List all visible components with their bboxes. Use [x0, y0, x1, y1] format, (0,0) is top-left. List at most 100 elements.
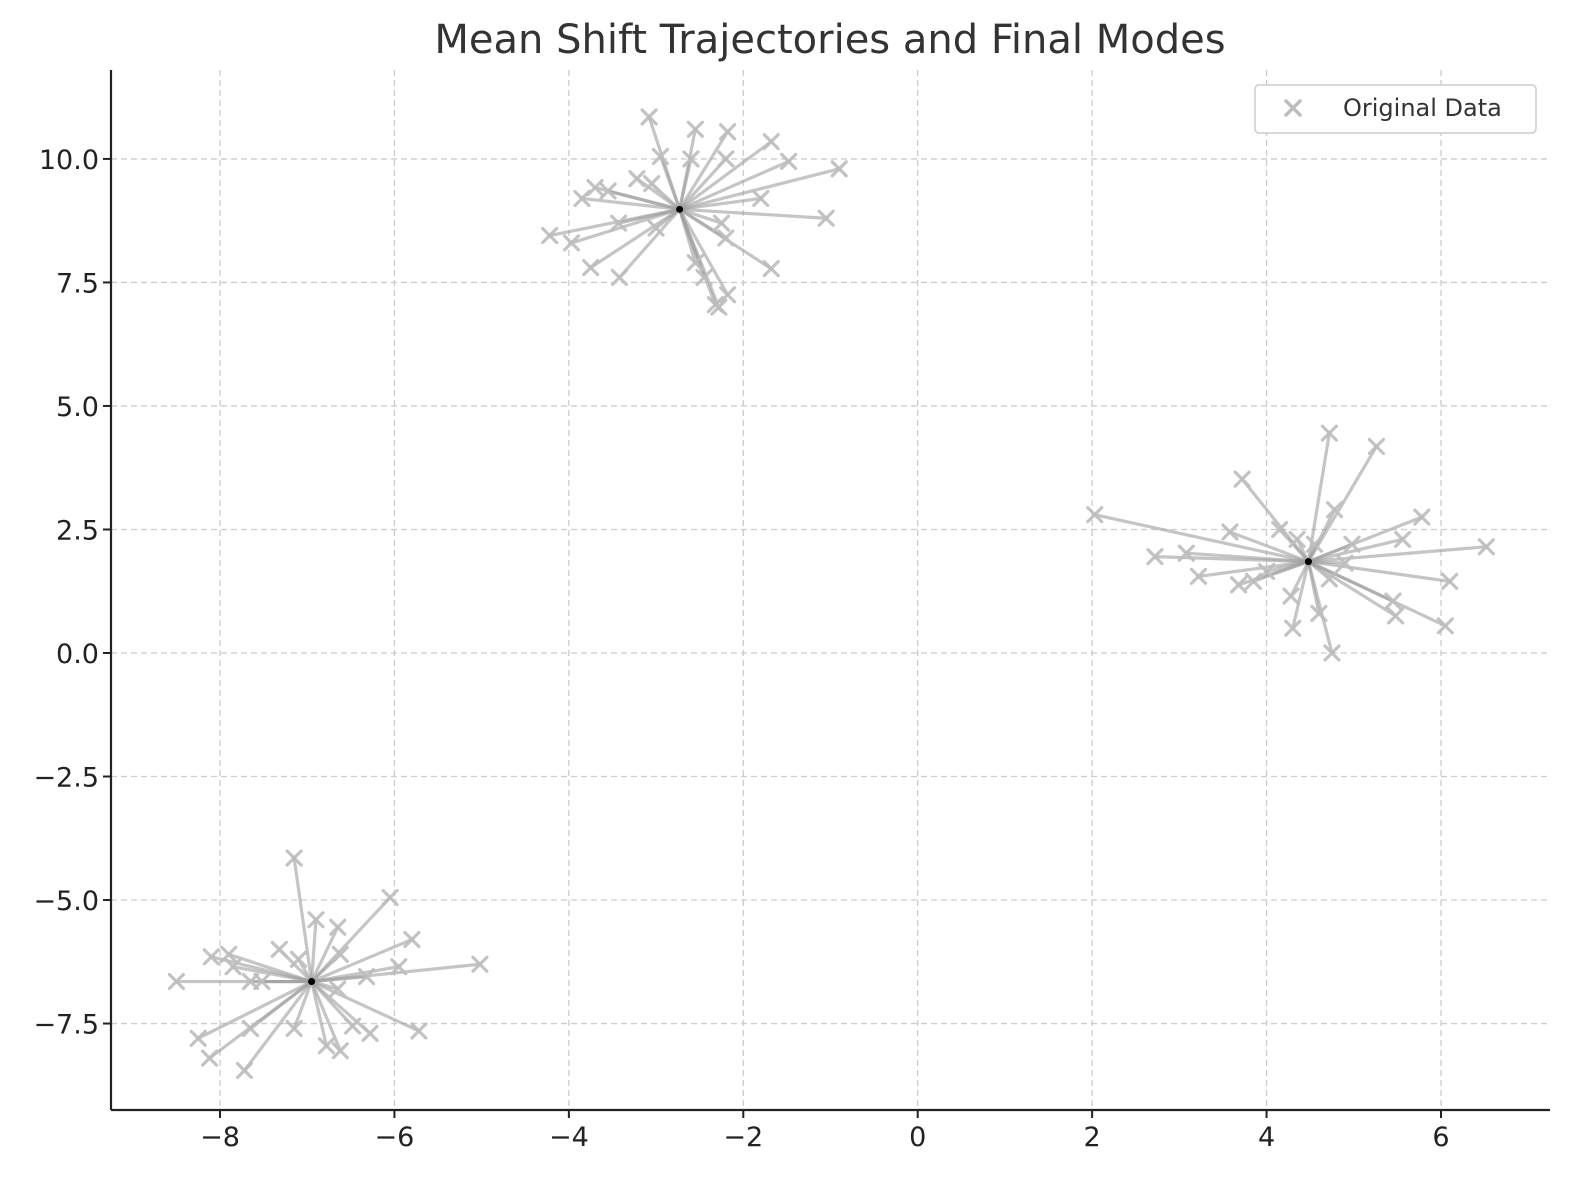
- trajectory-line: [616, 207, 682, 225]
- mode-point: [308, 978, 316, 986]
- data-point: [647, 219, 665, 237]
- x-tick-label: 4: [1258, 1122, 1275, 1153]
- trajectory-line: [309, 975, 369, 984]
- data-point: [718, 286, 737, 304]
- data-point: [718, 123, 737, 141]
- x-tick-label: 6: [1432, 1122, 1449, 1153]
- trajectory-line: [1306, 545, 1488, 564]
- data-point: [830, 160, 848, 178]
- data-point: [189, 1029, 207, 1047]
- data-point: [1477, 538, 1495, 556]
- legend-frame: [1254, 84, 1537, 134]
- data-point: [241, 1019, 260, 1038]
- data-point: [628, 170, 646, 188]
- y-tick-label: 7.5: [56, 268, 99, 299]
- data-point: [1233, 470, 1251, 488]
- data-point: [202, 948, 220, 966]
- trajectory-line: [1306, 559, 1395, 603]
- trajectory-line: [1228, 530, 1311, 564]
- data-point: [307, 911, 325, 929]
- data-point: [610, 268, 629, 287]
- trajectory-line: [309, 979, 421, 1033]
- data-point: [541, 226, 559, 245]
- trajectory-line: [292, 856, 314, 984]
- data-point: [752, 189, 770, 208]
- grid-lines: [111, 70, 1550, 1110]
- trajectory-line: [196, 979, 314, 1040]
- data-points: [167, 108, 1495, 1080]
- trajectory-line: [589, 207, 682, 270]
- data-point: [1244, 572, 1263, 590]
- data-point: [285, 1019, 303, 1038]
- data-point: [285, 849, 303, 867]
- data-point: [817, 209, 835, 227]
- trajectory-line: [678, 167, 841, 211]
- data-point: [410, 1022, 428, 1040]
- data-point: [270, 940, 288, 959]
- trajectory-line: [1093, 513, 1311, 564]
- trajectory-line: [309, 937, 414, 984]
- trajectory-line: [1306, 559, 1452, 583]
- data-point: [573, 189, 591, 208]
- trajectory-line: [227, 952, 314, 984]
- data-point: [599, 182, 617, 200]
- data-point: [253, 972, 271, 991]
- data-point: [1086, 506, 1104, 524]
- trajectory-line: [309, 979, 342, 1053]
- data-point: [1413, 508, 1431, 526]
- data-point: [1271, 520, 1289, 539]
- trajectory-line: [1306, 559, 1347, 565]
- trajectory-line: [1306, 559, 1334, 655]
- data-point: [710, 298, 728, 316]
- data-point: [651, 147, 670, 166]
- data-point: [717, 150, 735, 168]
- data-point: [289, 950, 308, 968]
- trajectory-lines: [174, 115, 1488, 1073]
- data-point: [712, 214, 731, 232]
- data-point: [1284, 619, 1302, 637]
- axes: [109, 70, 1550, 1112]
- x-tick-label: 0: [909, 1122, 926, 1153]
- data-point: [381, 888, 399, 907]
- data-point: [331, 945, 349, 963]
- data-point: [1320, 424, 1338, 442]
- trajectory-line: [1291, 559, 1311, 630]
- mode-point: [676, 205, 684, 213]
- data-point: [1310, 604, 1328, 623]
- data-point: [224, 958, 242, 976]
- data-point: [717, 229, 735, 247]
- data-point: [686, 120, 704, 138]
- data-point: [1305, 535, 1324, 553]
- y-tick-label: −7.5: [33, 1010, 99, 1041]
- trajectory-line: [309, 925, 340, 984]
- data-point: [331, 1042, 349, 1060]
- axis-ticks: −8 −6 −4 −2 0 2 4 6 −7.5 −5.0 −2.5 0.0 2.5 5.0 7.5 10.0: [33, 145, 1449, 1153]
- trajectory-line: [309, 918, 318, 984]
- trajectory-line: [1289, 559, 1311, 598]
- data-point: [1282, 587, 1300, 605]
- trajectory-line: [1196, 559, 1311, 579]
- legend-marker-x-icon: [1284, 99, 1302, 117]
- chart-title: Mean Shift Trajectories and Final Modes: [434, 17, 1225, 63]
- data-point: [1367, 437, 1386, 456]
- mode-point: [1304, 558, 1312, 566]
- data-point: [1441, 572, 1459, 590]
- y-tick-label: 10.0: [39, 145, 99, 176]
- trajectory-line: [309, 979, 340, 991]
- data-point: [1343, 535, 1361, 553]
- trajectory-line: [292, 979, 314, 1031]
- data-point: [780, 152, 798, 171]
- trajectory-line: [678, 196, 763, 211]
- data-point: [695, 268, 713, 287]
- trajectory-line: [309, 979, 372, 1036]
- data-point: [586, 178, 604, 197]
- trajectory-line: [678, 207, 730, 297]
- trajectory-line: [617, 207, 682, 280]
- trajectory-line: [231, 965, 314, 984]
- data-point: [643, 175, 661, 193]
- trajectory-line: [1306, 542, 1354, 564]
- data-point: [235, 1061, 254, 1080]
- y-tick-label: 0.0: [56, 639, 99, 670]
